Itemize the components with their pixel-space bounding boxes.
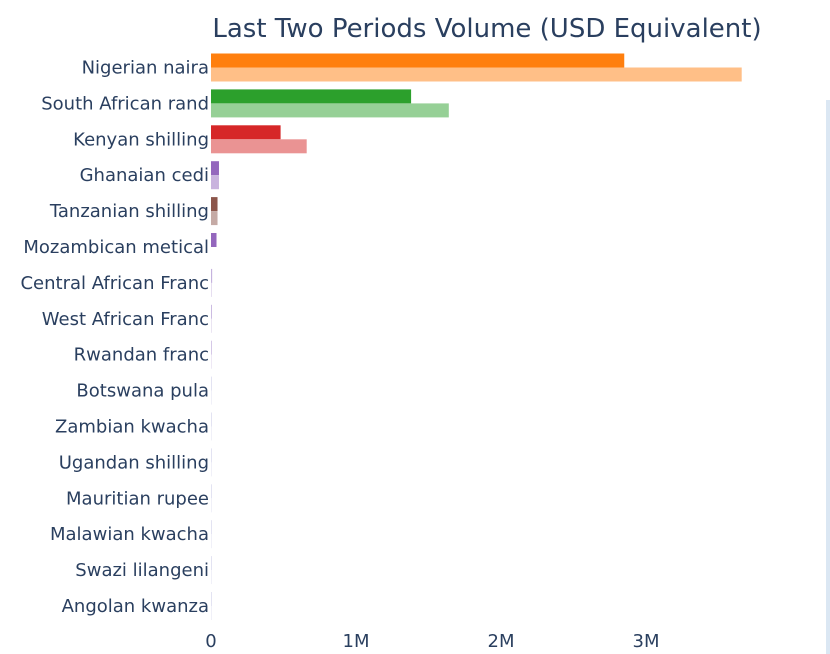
category-label-rwandan-franc: Rwandan franc <box>74 345 209 366</box>
x-tick-label-1: 1M <box>343 631 370 652</box>
category-label-nigerian-naira: Nigerian naira <box>82 58 209 79</box>
category-label-south-african-rand: South African rand <box>41 93 209 114</box>
category-label-tanzanian-shilling: Tanzanian shilling <box>49 201 209 222</box>
bar-central-african-franc-series-2[interactable] <box>211 282 212 297</box>
bar-botswana-pula-series-1[interactable] <box>211 376 212 391</box>
bar-angolan-kwanza-series-2[interactable] <box>211 606 212 620</box>
category-label-botswana-pula: Botswana pula <box>76 381 209 402</box>
bar-kenyan-shilling-series-2[interactable] <box>211 139 307 154</box>
category-label-malawian-kwacha: Malawian kwacha <box>50 524 209 545</box>
bar-zambian-kwacha-series-2[interactable] <box>211 426 212 441</box>
bar-ugandan-shilling-series-2[interactable] <box>211 462 212 477</box>
bar-botswana-pula-series-2[interactable] <box>211 390 212 405</box>
bar-tanzanian-shilling-series-2[interactable] <box>211 211 218 226</box>
x-tick-label-0: 0 <box>205 631 216 652</box>
category-labels: Nigerian naira South African rand Kenyan s… <box>20 58 209 618</box>
bar-angolan-kwanza-series-1[interactable] <box>211 592 212 606</box>
bar-central-african-franc-series-1[interactable] <box>211 268 213 283</box>
bar-rwandan-franc-series-1[interactable] <box>211 340 212 355</box>
bar-swazi-lilangeni-series-2[interactable] <box>211 570 212 585</box>
category-label-mozambican-metical: Mozambican metical <box>23 237 209 258</box>
category-label-west-african-franc: West African Franc <box>42 309 209 330</box>
bar-mauritian-rupee-series-2[interactable] <box>211 498 212 513</box>
bar-rwandan-franc-series-2[interactable] <box>211 354 212 369</box>
category-label-ghanaian-cedi: Ghanaian cedi <box>80 165 209 186</box>
category-label-mauritian-rupee: Mauritian rupee <box>66 488 209 509</box>
bar-malawian-kwacha-series-1[interactable] <box>211 520 212 535</box>
bar-mozambican-metical-series-1[interactable] <box>211 233 217 247</box>
bar-ugandan-shilling-series-1[interactable] <box>211 448 212 463</box>
bar-ghanaian-cedi-series-2[interactable] <box>211 175 219 190</box>
bar-zambian-kwacha-series-1[interactable] <box>211 412 212 427</box>
bar-ghanaian-cedi-series-1[interactable] <box>211 161 219 176</box>
category-label-central-african-franc: Central African Franc <box>20 273 209 294</box>
bar-nigerian-naira-series-2[interactable] <box>211 67 742 82</box>
bar-south-african-rand-series-1[interactable] <box>211 89 412 104</box>
x-axis-ticks: 0 1M 2M 3M <box>205 631 659 652</box>
x-tick-label-2: 2M <box>488 631 515 652</box>
category-label-ugandan-shilling: Ugandan shilling <box>59 452 209 473</box>
bar-kenyan-shilling-series-1[interactable] <box>211 125 281 140</box>
bar-west-african-franc-series-2[interactable] <box>211 318 212 333</box>
bars-layer <box>211 53 742 620</box>
category-label-swazi-lilangeni: Swazi lilangeni <box>75 560 209 581</box>
bar-malawian-kwacha-series-2[interactable] <box>211 534 212 549</box>
bar-mauritian-rupee-series-1[interactable] <box>211 484 212 499</box>
bar-south-african-rand-series-2[interactable] <box>211 103 449 118</box>
right-panel-edge <box>826 100 830 654</box>
category-label-kenyan-shilling: Kenyan shilling <box>73 129 209 150</box>
bar-swazi-lilangeni-series-1[interactable] <box>211 556 212 571</box>
bar-west-african-franc-series-1[interactable] <box>211 304 212 319</box>
category-label-angolan-kwanza: Angolan kwanza <box>62 596 209 617</box>
bar-tanzanian-shilling-series-1[interactable] <box>211 197 218 212</box>
chart-title: Last Two Periods Volume (USD Equivalent) <box>212 14 761 44</box>
category-label-zambian-kwacha: Zambian kwacha <box>55 417 209 438</box>
bar-nigerian-naira-series-1[interactable] <box>211 53 625 68</box>
x-tick-label-3: 3M <box>633 631 660 652</box>
